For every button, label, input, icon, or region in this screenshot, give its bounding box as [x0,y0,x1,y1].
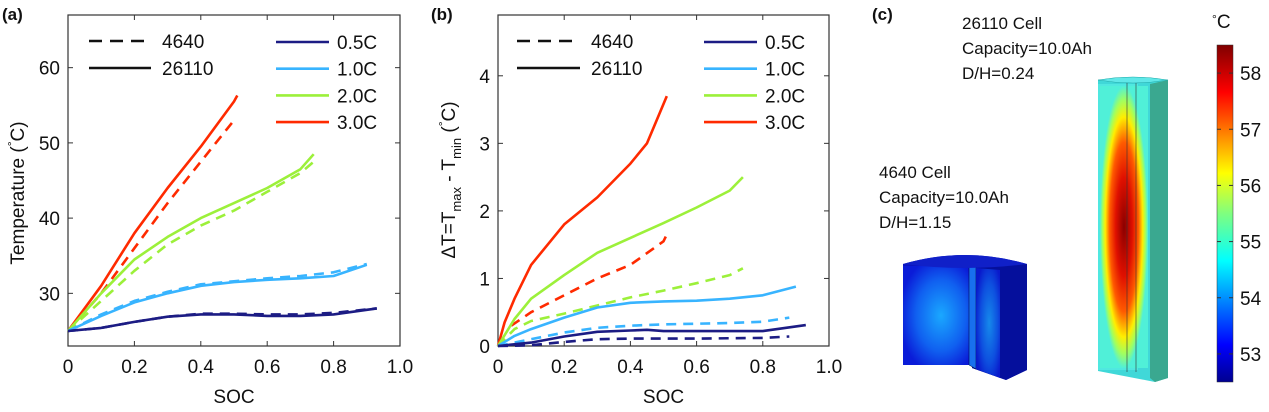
x-tick-label: 0.4 [617,357,644,378]
y-tick-label: 3 [479,134,490,155]
legend-label-10C: 1.0C [765,60,805,81]
legend-label-20C: 2.0C [337,86,377,107]
legend-label-30C: 3.0C [337,113,377,134]
series-05C-4640 [497,335,790,348]
x-axis-label: SOC [213,387,254,408]
y-tick-label: 2 [479,202,490,223]
series-10C-4640 [67,262,368,333]
series-20C-4640 [67,160,315,332]
x-tick-label: 0.2 [121,357,147,378]
legend-label-4640: 4640 [162,32,204,53]
delta-t-chart: 0 0.2 0.4 0.6 0.8 1.0 0 1 2 3 4 SOC 4640 26110 0.5C 1.0… [479,14,842,408]
plot-area [497,14,830,347]
y-tick-label: 0 [479,337,490,358]
colorbar-tick-label: 54 [1240,289,1262,310]
series-20C-4640 [497,267,744,347]
cell-4640-capacity: Capacity=10.0Ah [879,188,1009,207]
series-30C-26110 [496,95,668,347]
series-30C-4640 [67,119,236,332]
series-30C-4640 [510,233,668,327]
colorbar-tick-label: 57 [1240,120,1261,141]
series-20C-26110 [67,153,315,332]
colorbar-tick-label: 58 [1240,64,1261,85]
y-tick-label: 1 [479,269,490,290]
colorbar-tick-label: 55 [1240,233,1261,254]
cell-4640-name: 4640 Cell [879,163,951,182]
x-tick-label: 0.6 [254,357,280,378]
legend-label-26110: 26110 [591,59,642,80]
simulation-panel: 26110 Cell Capacity=10.0Ah D/H=0.24 4640… [879,12,1262,383]
colorbar-tick-label: 56 [1240,176,1261,197]
x-tick-label: 1.0 [816,357,842,378]
cell-4640-model [903,255,1027,380]
cell-4640-ratio: D/H=1.15 [879,213,951,232]
legend-label-30C: 3.0C [765,113,805,134]
x-tick-label: 1.0 [387,357,413,378]
panel-label-b: (b) [431,5,453,24]
cell-26110-ratio: D/H=0.24 [962,64,1034,83]
cell-26110-model [1097,76,1169,382]
temperature-chart: 0 0.2 0.4 0.6 0.8 1.0 30 40 50 60 SOC 4640 26110 0.5C… [39,14,413,408]
colorbar-tick-label: 53 [1240,345,1261,366]
y-axis-label-b: ΔT=Tmax - Tmin (°C) [436,101,464,258]
y-tick-label: 60 [39,59,60,80]
series-20C-26110 [496,176,744,347]
legend-label-10C: 1.0C [337,60,377,81]
y-tick-label: 30 [39,284,60,305]
legend-label-20C: 2.0C [765,86,805,107]
x-tick-label: 0.2 [551,357,577,378]
colorbar-unit: °C [1212,12,1231,33]
legend-label-05C: 0.5C [337,33,377,54]
y-tick-label: 4 [479,67,490,88]
legend-label-05C: 0.5C [765,33,805,54]
plot-area [67,14,401,347]
x-tick-label: 0.8 [750,357,776,378]
colorbar [1216,44,1234,383]
series-05C-26110 [67,307,377,333]
x-tick-label: 0.6 [683,357,709,378]
y-axis-label-a: Temperature (°C) [5,121,29,264]
cell-26110-name: 26110 Cell [962,14,1042,33]
series-05C-26110 [497,323,806,348]
series-30C-26110 [66,94,239,332]
series-10C-26110 [497,285,797,348]
y-tick-label: 40 [39,209,60,230]
x-axis-label: SOC [643,387,684,408]
legend-label-4640: 4640 [591,32,633,53]
cell-26110-capacity: Capacity=10.0Ah [962,39,1092,58]
x-tick-label: 0 [493,357,504,378]
x-tick-label: 0.4 [188,357,215,378]
x-tick-label: 0.8 [320,357,346,378]
y-tick-label: 50 [39,134,60,155]
panel-label-a: (a) [2,5,23,24]
legend-label-26110: 26110 [162,59,213,80]
x-tick-label: 0 [63,357,74,378]
panel-label-c: (c) [872,5,893,24]
